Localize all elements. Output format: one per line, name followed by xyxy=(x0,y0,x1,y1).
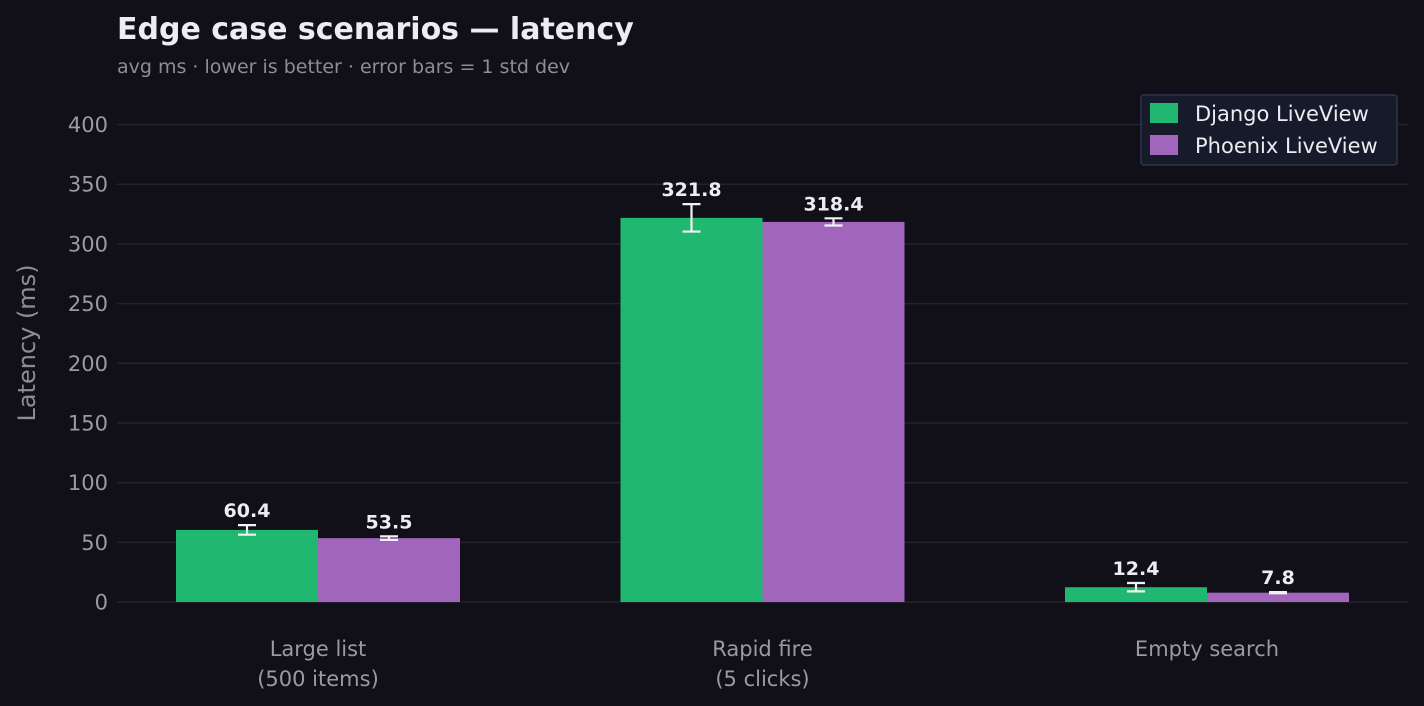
y-tick-label: 200 xyxy=(68,352,108,376)
y-axis-label: Latency (ms) xyxy=(13,264,41,421)
legend-box xyxy=(1140,94,1398,166)
chart-title: Edge case scenarios — latency xyxy=(117,12,634,47)
bar xyxy=(620,217,763,602)
y-tick-label: 50 xyxy=(81,531,108,555)
value-labels: 60.4 321.8 12.4 53.5 318.4 7.8 xyxy=(224,179,1295,589)
y-tick-label: 350 xyxy=(68,173,108,197)
value-label: 12.4 xyxy=(1113,558,1160,580)
y-tick-label: 400 xyxy=(68,113,108,137)
value-label: 53.5 xyxy=(366,511,413,533)
x-axis-ticks: Large list (500 items) Rapid fire (5 clicks… xyxy=(257,637,1279,691)
bars xyxy=(176,217,1349,602)
y-tick-label: 150 xyxy=(68,411,108,435)
x-tick-label: (5 clicks) xyxy=(715,667,809,691)
legend-swatch xyxy=(1150,135,1178,155)
legend-swatch xyxy=(1150,103,1178,123)
bar xyxy=(176,529,318,602)
chart-subtitle: avg ms · lower is better · error bars = … xyxy=(117,56,570,78)
y-tick-label: 0 xyxy=(95,591,108,615)
value-label: 318.4 xyxy=(803,193,863,215)
legend-label: Django LiveView xyxy=(1195,102,1369,126)
bar xyxy=(318,538,460,602)
y-axis-ticks: 0 50 100 150 200 250 300 350 400 xyxy=(68,113,108,615)
legend-label: Phoenix LiveView xyxy=(1195,134,1378,158)
bar xyxy=(762,221,905,602)
error-bars xyxy=(238,203,1287,595)
legend: Django LiveView Phoenix LiveView xyxy=(1140,94,1398,166)
value-label: 60.4 xyxy=(224,500,271,522)
x-tick-label: Rapid fire xyxy=(712,637,813,661)
bar xyxy=(1207,592,1349,602)
value-label: 7.8 xyxy=(1261,567,1295,589)
value-label: 321.8 xyxy=(661,179,721,201)
bar xyxy=(1065,587,1207,602)
y-tick-label: 100 xyxy=(68,471,108,495)
x-tick-label: (500 items) xyxy=(257,667,379,691)
y-tick-label: 300 xyxy=(68,232,108,256)
x-tick-label: Large list xyxy=(270,637,367,661)
x-tick-label: Empty search xyxy=(1135,637,1279,661)
y-tick-label: 250 xyxy=(68,292,108,316)
